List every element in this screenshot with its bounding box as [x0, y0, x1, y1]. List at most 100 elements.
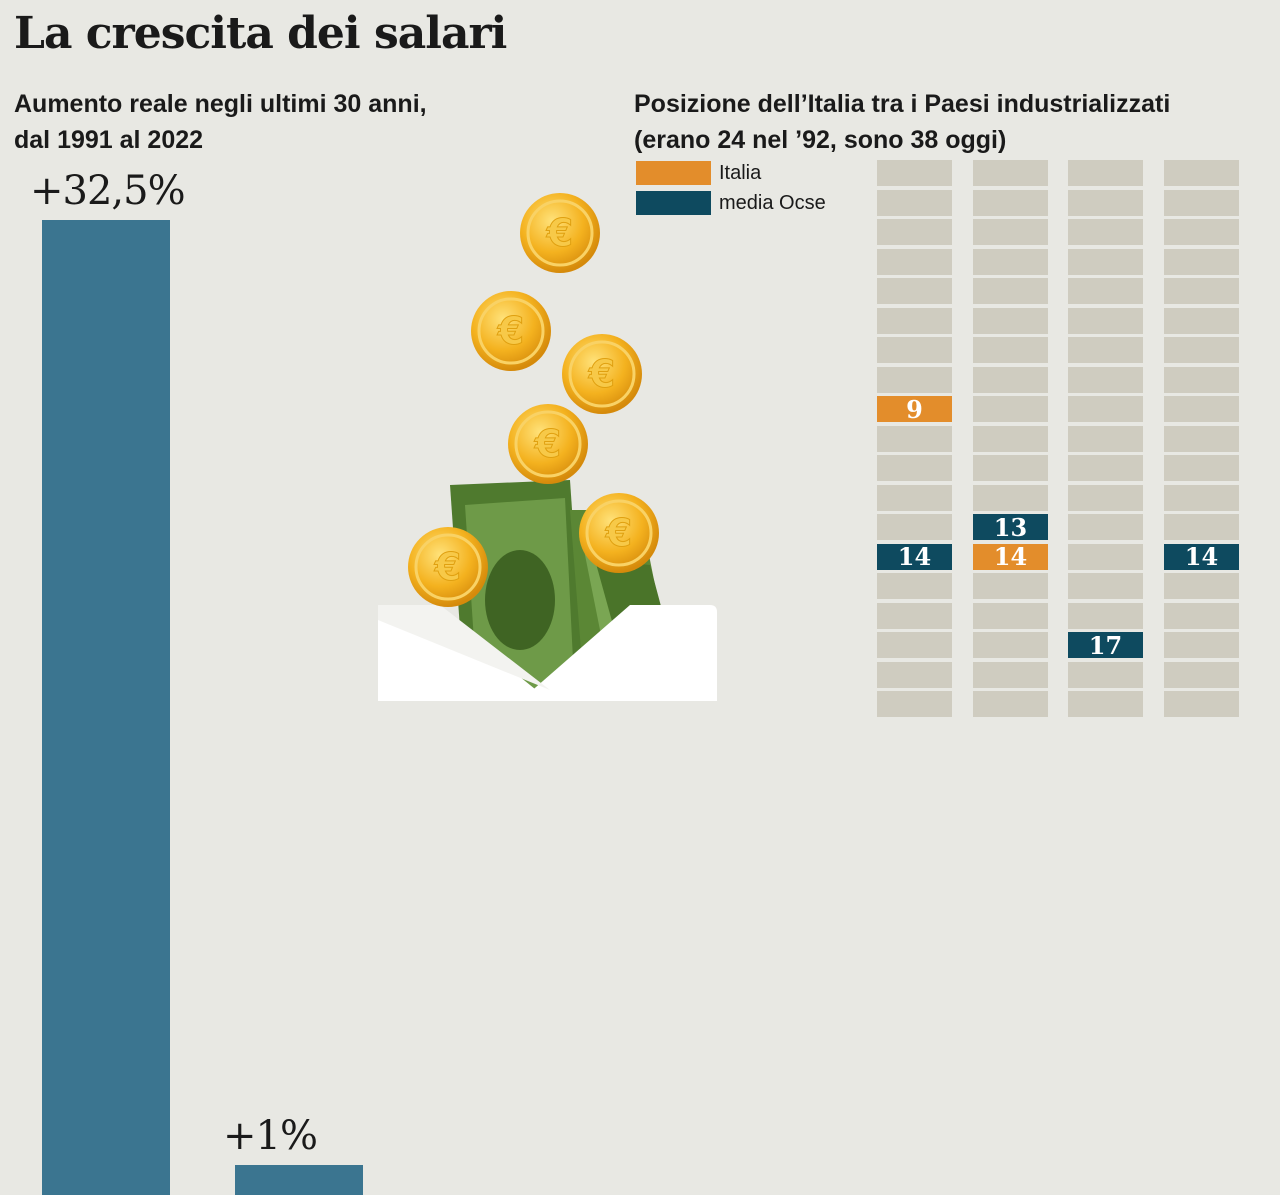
rank-marker-italia: 14 — [973, 542, 1048, 571]
rank-cell — [1068, 602, 1143, 629]
rank-cell — [1164, 573, 1239, 599]
rank-cell — [877, 337, 952, 363]
left-subtitle-line-1: Aumento reale negli ultimi 30 anni, — [14, 90, 427, 118]
rank-cell — [973, 602, 1048, 629]
rank-cell — [877, 278, 952, 304]
rank-cell — [1068, 691, 1143, 717]
rank-cell — [877, 366, 952, 393]
rank-cell — [1068, 278, 1143, 304]
rank-cell — [877, 219, 952, 245]
bar-value-label-1: +1% — [223, 1113, 318, 1159]
rank-cell — [1068, 189, 1143, 216]
rank-cell — [1164, 278, 1239, 304]
rank-cell — [877, 425, 952, 452]
rank-cell — [973, 337, 1048, 363]
money-illustration: € € € € € € — [378, 193, 717, 701]
rank-cell — [1164, 514, 1239, 540]
rank-cell — [1164, 425, 1239, 452]
rank-cell — [877, 573, 952, 599]
rank-cell — [877, 514, 952, 540]
svg-text:€: € — [588, 352, 615, 396]
rank-cell — [1068, 366, 1143, 393]
bar-value-label-0: +32,5% — [30, 168, 186, 214]
rank-cell — [1068, 337, 1143, 363]
legend-item-italia: Italia — [636, 158, 826, 188]
rank-cell — [877, 160, 952, 186]
rank-marker-media-ocse: 14 — [877, 542, 952, 571]
rank-marker-media-ocse: 17 — [1068, 631, 1143, 660]
rank-cell — [1068, 425, 1143, 452]
rank-cell — [1068, 396, 1143, 422]
rank-cell — [1164, 632, 1239, 658]
rank-cell — [1164, 337, 1239, 363]
rank-cell — [1164, 219, 1239, 245]
left-subtitle: Aumento reale negli ultimi 30 anni, dal … — [14, 86, 534, 158]
svg-text:€: € — [546, 211, 573, 255]
rank-cell — [973, 248, 1048, 275]
rank-cell — [1164, 602, 1239, 629]
rank-cell — [877, 248, 952, 275]
rank-cell — [1068, 160, 1143, 186]
rank-cell — [1164, 661, 1239, 688]
rank-cell — [973, 455, 1048, 481]
rank-cell — [1164, 396, 1239, 422]
legend-swatch-italia — [636, 161, 711, 185]
rank-cell — [973, 219, 1048, 245]
rank-cell — [877, 455, 952, 481]
envelope-icon — [378, 605, 717, 701]
bar-1 — [235, 1165, 363, 1195]
right-subtitle-line-2: (erano 24 nel ’92, sono 38 oggi) — [634, 126, 1007, 154]
rank-cell — [1164, 160, 1239, 186]
euro-coin-icon: € — [579, 493, 659, 573]
euro-coin-icon: € — [508, 404, 588, 484]
rank-marker-media-ocse: 14 — [1164, 542, 1239, 571]
bar-0 — [42, 220, 170, 1195]
rank-cell — [1164, 691, 1239, 717]
rank-cell — [1068, 543, 1143, 570]
rank-cell — [1164, 484, 1239, 511]
legend: Italia media Ocse — [636, 158, 826, 218]
rank-cell — [973, 396, 1048, 422]
rank-cell — [1068, 514, 1143, 540]
euro-coin-icon: € — [562, 334, 642, 414]
right-subtitle: Posizione dell’Italia tra i Paesi indust… — [634, 86, 1274, 158]
rank-cell — [973, 189, 1048, 216]
rank-cell — [877, 484, 952, 511]
rank-marker-media-ocse: 13 — [973, 513, 1048, 542]
rank-cell — [1068, 219, 1143, 245]
svg-text:€: € — [497, 309, 524, 353]
rank-marker-italia: 9 — [877, 395, 952, 424]
rank-cell — [877, 602, 952, 629]
rank-cell — [973, 484, 1048, 511]
rank-cell — [1068, 307, 1143, 334]
rank-cell — [877, 307, 952, 334]
rank-cell — [973, 691, 1048, 717]
euro-coin-icon: € — [520, 193, 600, 273]
rank-cell — [877, 189, 952, 216]
page-title: La crescita dei salari — [14, 8, 507, 59]
rank-cell — [877, 661, 952, 688]
rank-cell — [1164, 366, 1239, 393]
svg-text:€: € — [605, 511, 632, 555]
rank-cell — [973, 366, 1048, 393]
rank-cell — [973, 425, 1048, 452]
rank-cell — [973, 661, 1048, 688]
rank-cell — [973, 160, 1048, 186]
legend-label-media-ocse: media Ocse — [719, 191, 826, 214]
rank-cell — [877, 632, 952, 658]
legend-swatch-media-ocse — [636, 191, 711, 215]
left-subtitle-line-2: dal 1991 al 2022 — [14, 126, 204, 154]
euro-coin-icon: € — [471, 291, 551, 371]
rank-cell — [1068, 573, 1143, 599]
svg-text:€: € — [534, 422, 561, 466]
rank-cell — [1164, 248, 1239, 275]
rank-cell — [1068, 484, 1143, 511]
euro-coin-icon: € — [408, 527, 488, 607]
rank-cell — [1164, 455, 1239, 481]
rank-cell — [973, 278, 1048, 304]
rank-cell — [1068, 455, 1143, 481]
rank-cell — [1164, 307, 1239, 334]
rank-cell — [1164, 189, 1239, 216]
legend-item-media-ocse: media Ocse — [636, 188, 826, 218]
rank-cell — [973, 307, 1048, 334]
